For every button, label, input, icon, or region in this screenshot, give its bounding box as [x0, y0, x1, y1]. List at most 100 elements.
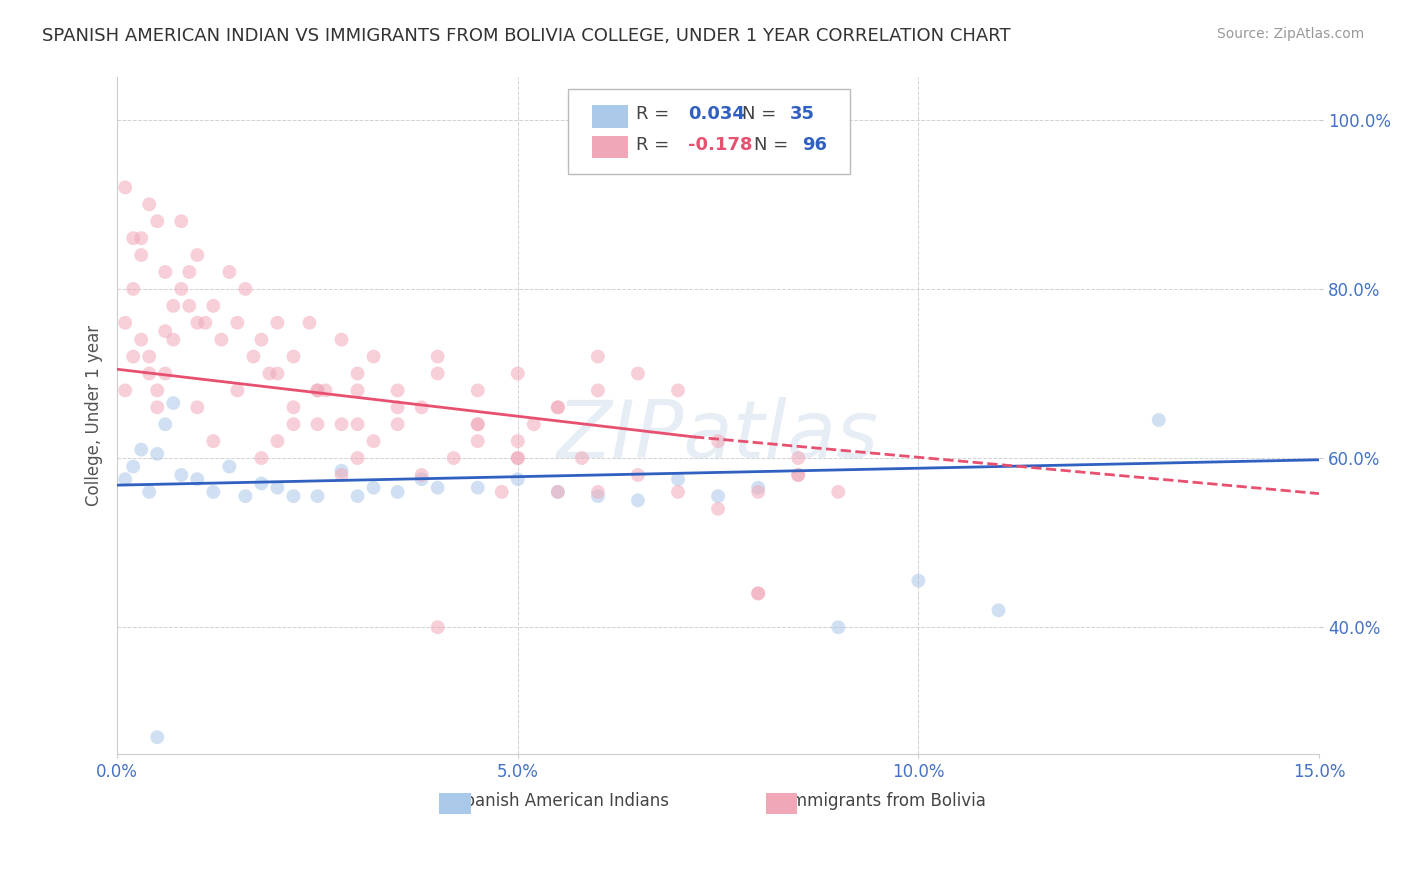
Point — [586, 384, 609, 398]
Point — [170, 214, 193, 228]
Text: SPANISH AMERICAN INDIAN VS IMMIGRANTS FROM BOLIVIA COLLEGE, UNDER 1 YEAR CORRELA: SPANISH AMERICAN INDIAN VS IMMIGRANTS FR… — [42, 27, 1011, 45]
Point — [387, 384, 409, 398]
Point — [307, 384, 329, 398]
FancyBboxPatch shape — [592, 136, 628, 158]
Point — [266, 316, 288, 330]
Point — [186, 248, 208, 262]
Point — [218, 265, 240, 279]
Point — [122, 459, 145, 474]
Point — [411, 467, 433, 482]
Point — [170, 467, 193, 482]
Point — [146, 447, 169, 461]
Point — [411, 401, 433, 415]
Text: ZIPatlas: ZIPatlas — [557, 397, 879, 475]
Point — [129, 333, 152, 347]
Point — [202, 484, 225, 499]
Point — [155, 324, 177, 338]
Point — [506, 451, 529, 466]
Point — [179, 299, 201, 313]
Point — [467, 417, 489, 432]
Point — [666, 472, 689, 486]
Point — [666, 384, 689, 398]
Point — [827, 620, 849, 634]
Text: R =: R = — [637, 105, 675, 123]
Text: 96: 96 — [803, 136, 827, 154]
Point — [363, 434, 385, 449]
Point — [387, 401, 409, 415]
Point — [226, 316, 249, 330]
Point — [283, 489, 305, 503]
Point — [387, 417, 409, 432]
Point — [179, 265, 201, 279]
Point — [363, 350, 385, 364]
Point — [138, 197, 160, 211]
Point — [346, 417, 368, 432]
Point — [162, 299, 184, 313]
Point — [747, 586, 769, 600]
Point — [186, 401, 208, 415]
Point — [586, 484, 609, 499]
Text: R =: R = — [637, 136, 675, 154]
Point — [114, 472, 136, 486]
Point — [787, 451, 810, 466]
Point — [114, 384, 136, 398]
Point — [506, 367, 529, 381]
FancyBboxPatch shape — [439, 793, 471, 814]
Point — [571, 451, 593, 466]
FancyBboxPatch shape — [766, 793, 797, 814]
Point — [146, 214, 169, 228]
Point — [186, 472, 208, 486]
Point — [162, 396, 184, 410]
Point — [547, 401, 569, 415]
Point — [491, 484, 513, 499]
Point — [787, 467, 810, 482]
Point — [330, 417, 353, 432]
Point — [155, 265, 177, 279]
Point — [467, 417, 489, 432]
Point — [747, 586, 769, 600]
Point — [146, 730, 169, 744]
FancyBboxPatch shape — [568, 89, 851, 174]
Point — [443, 451, 465, 466]
Point — [987, 603, 1010, 617]
Point — [707, 489, 730, 503]
FancyBboxPatch shape — [592, 105, 628, 128]
Text: -0.178: -0.178 — [688, 136, 752, 154]
Point — [146, 384, 169, 398]
Point — [202, 434, 225, 449]
Point — [242, 350, 264, 364]
Point — [250, 476, 273, 491]
Point — [827, 484, 849, 499]
Point — [747, 481, 769, 495]
Point — [506, 434, 529, 449]
Point — [307, 489, 329, 503]
Point — [129, 231, 152, 245]
Point — [426, 620, 449, 634]
Point — [186, 316, 208, 330]
Point — [707, 434, 730, 449]
Point — [129, 248, 152, 262]
Point — [122, 282, 145, 296]
Point — [209, 333, 232, 347]
Point — [426, 367, 449, 381]
Point — [298, 316, 321, 330]
Text: 35: 35 — [790, 105, 815, 123]
Point — [523, 417, 546, 432]
Point — [627, 367, 650, 381]
Point — [114, 316, 136, 330]
Point — [226, 384, 249, 398]
Point — [138, 484, 160, 499]
Point — [627, 493, 650, 508]
Point — [330, 464, 353, 478]
Text: N =: N = — [754, 136, 794, 154]
Point — [506, 472, 529, 486]
Point — [586, 489, 609, 503]
Point — [307, 384, 329, 398]
Point — [467, 481, 489, 495]
Point — [266, 434, 288, 449]
Point — [235, 489, 257, 503]
Point — [547, 401, 569, 415]
Point — [787, 467, 810, 482]
Point — [330, 333, 353, 347]
Point — [506, 451, 529, 466]
